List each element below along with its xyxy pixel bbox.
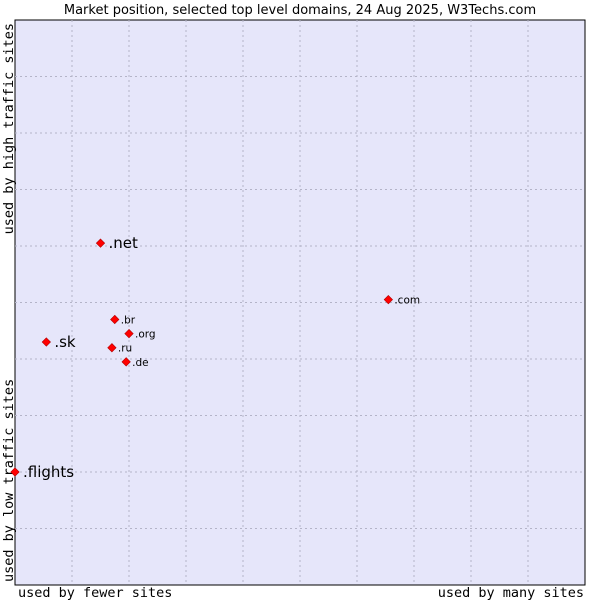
point-label: .flights <box>23 463 74 481</box>
point-label: .br <box>121 314 136 326</box>
point-label: .org <box>135 329 156 341</box>
y-axis-label-top: used by high traffic sites <box>1 23 17 234</box>
point-label: .sk <box>54 333 76 351</box>
data-point-ru: .ru <box>107 343 132 355</box>
y-axis-label-bottom: used by low traffic sites <box>1 379 17 582</box>
data-point-flights: .flights <box>10 463 74 481</box>
point-label: .de <box>132 357 148 369</box>
point-label: .net <box>109 234 139 252</box>
grid-lines <box>15 20 585 585</box>
chart-title: Market position, selected top level doma… <box>64 3 536 18</box>
data-point-br: .br <box>110 314 136 326</box>
data-point-sk: .sk <box>41 333 76 351</box>
point-marker <box>41 337 51 347</box>
point-marker <box>107 343 117 353</box>
point-marker <box>95 238 106 248</box>
data-point-net: .net <box>95 234 139 252</box>
point-label: .com <box>394 295 420 307</box>
point-marker <box>383 295 393 305</box>
data-points: .net .sk .flights .com .br .org.ru.de <box>10 234 420 481</box>
point-label: .ru <box>118 343 132 355</box>
data-point-org: .org <box>124 328 156 341</box>
data-point-de: .de <box>121 357 149 369</box>
point-marker <box>110 314 120 325</box>
x-axis-label-left: used by fewer sites <box>18 585 172 600</box>
point-marker <box>124 328 134 339</box>
point-marker <box>121 357 131 367</box>
data-point-com: .com <box>383 295 420 307</box>
point-marker <box>10 467 20 477</box>
x-axis-label-right: used by many sites <box>438 585 584 600</box>
